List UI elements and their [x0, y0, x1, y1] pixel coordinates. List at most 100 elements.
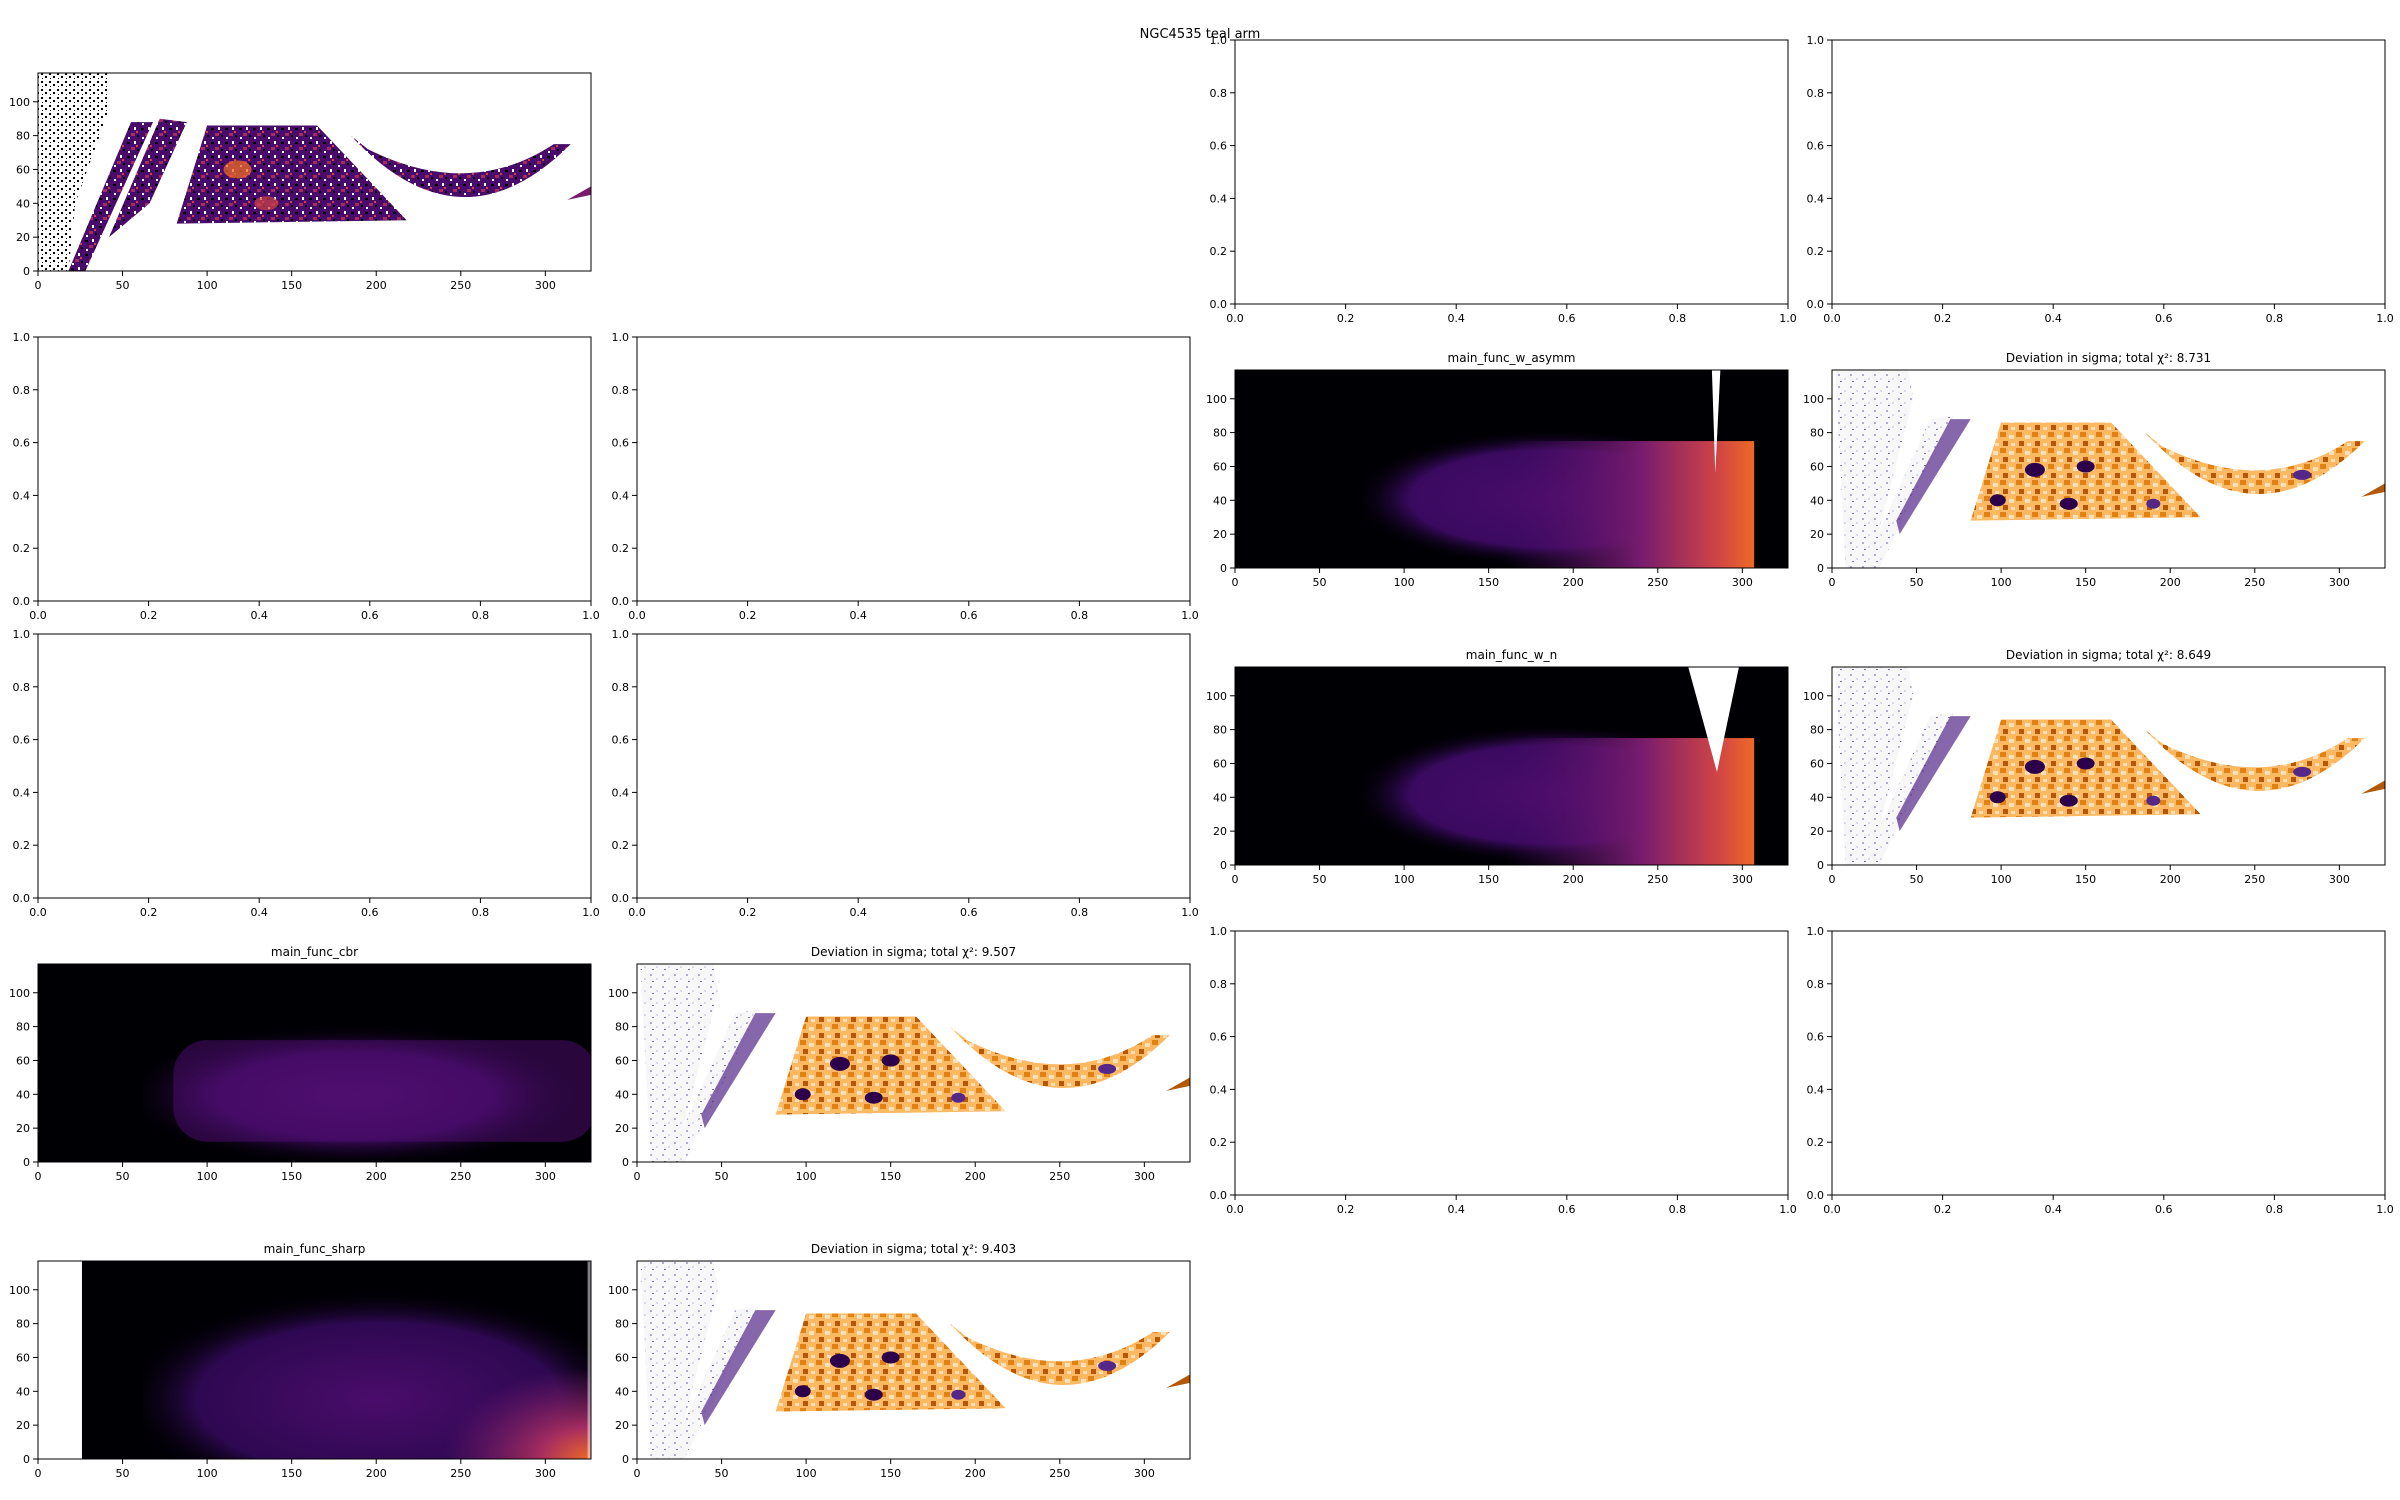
negative-blob — [829, 1056, 850, 1071]
y-tick-label: 60 — [16, 1054, 30, 1067]
x-tick-label: 50 — [1910, 576, 1924, 589]
panel-empty-d: 0.0 0.2 0.4 0.6 0.8 1.0 0.0 0.2 0.4 0.6 0.8 1.0 — [612, 331, 1199, 622]
y-tick-label: 60 — [16, 1351, 30, 1364]
arm-segment-3 — [176, 125, 407, 224]
y-tick-label: 1.0 — [1807, 34, 1825, 47]
axes-frame — [636, 1260, 1191, 1460]
x-tick-label: 0.6 — [1558, 1203, 1576, 1216]
sparse-noise-region — [38, 73, 110, 271]
y-tick-label: 0.2 — [1210, 245, 1228, 258]
panel-empty-a: 0.0 0.2 0.4 0.6 0.8 1.0 0.0 0.2 0.4 0.6 0.8 1.0 — [1210, 34, 1797, 325]
x-tick-label: 0.4 — [2044, 312, 2062, 325]
y-tick-label: 1.0 — [13, 628, 31, 641]
y-tick-label: 100 — [9, 1284, 30, 1297]
negative-blob — [864, 1388, 883, 1401]
x-tick-label: 0.4 — [1447, 1203, 1465, 1216]
panel-dev-cbr: 0 50 100 150 200 250 300 0 20 40 60 80 100 Deviation … — [608, 945, 1191, 1183]
x-tick-label: 150 — [880, 1467, 901, 1480]
x-tick-label: 150 — [2075, 873, 2096, 886]
x-tick-label: 0.4 — [1447, 312, 1465, 325]
negative-blob — [881, 1351, 900, 1364]
y-tick-label: 0 — [622, 1156, 629, 1169]
x-tick-label: 0.0 — [1226, 312, 1244, 325]
faint-region — [640, 964, 719, 1162]
x-tick-label: 0.2 — [140, 906, 158, 919]
y-tick-label: 20 — [16, 1122, 30, 1135]
axes-frame — [1831, 39, 2386, 305]
x-tick-label: 100 — [1394, 576, 1415, 589]
y-tick-label: 40 — [16, 1385, 30, 1398]
x-tick-label: 50 — [116, 279, 130, 292]
x-tick-label: 200 — [366, 1170, 387, 1183]
x-tick-label: 0.8 — [1071, 609, 1089, 622]
x-tick-label: 1.0 — [1181, 609, 1199, 622]
x-tick-label: 100 — [197, 1170, 218, 1183]
y-tick-label: 0.4 — [612, 786, 630, 799]
axes-frame — [1234, 666, 1789, 866]
panel-title: main_func_w_n — [1466, 648, 1557, 662]
x-tick-label: 150 — [2075, 576, 2096, 589]
x-tick-label: 200 — [2160, 873, 2181, 886]
x-tick-label: 0.2 — [1934, 1203, 1952, 1216]
y-tick-label: 0.2 — [13, 839, 31, 852]
y-tick-label: 100 — [1803, 690, 1824, 703]
y-tick-label: 1.0 — [612, 331, 630, 344]
x-tick-label: 0 — [35, 1170, 42, 1183]
y-tick-label: 0.0 — [13, 595, 31, 608]
axes-frame — [37, 1260, 592, 1460]
figure-suptitle: NGC4535 teal arm — [1140, 27, 1261, 42]
plot-area — [38, 1261, 591, 1459]
panel-title: Deviation in sigma; total χ²: 9.403 — [811, 1242, 1016, 1256]
x-tick-label: 250 — [450, 1467, 471, 1480]
panel-title: main_func_cbr — [271, 945, 358, 959]
x-tick-label: 0.2 — [140, 609, 158, 622]
x-tick-label: 150 — [281, 279, 302, 292]
x-tick-label: 250 — [450, 1170, 471, 1183]
x-tick-label: 1.0 — [1779, 1203, 1797, 1216]
bright-knot — [254, 196, 279, 211]
hot-corner — [426, 1357, 591, 1459]
negative-blob — [2076, 460, 2095, 473]
x-tick-label: 0.2 — [1337, 1203, 1355, 1216]
negative-streak — [701, 1013, 776, 1129]
y-tick-label: 0.2 — [612, 839, 630, 852]
arm-segment-2 — [109, 118, 187, 238]
y-tick-label: 0.0 — [1210, 298, 1228, 311]
x-tick-label: 150 — [1478, 873, 1499, 886]
negative-blob — [2293, 766, 2312, 777]
negative-blob — [794, 1088, 811, 1101]
y-tick-label: 0.2 — [1210, 1136, 1228, 1149]
plot-area — [1832, 370, 2385, 568]
negative-blob — [2146, 795, 2161, 806]
plot-area — [38, 964, 591, 1162]
faint-arm — [1862, 415, 1954, 568]
masked-notch — [1711, 370, 1721, 474]
y-tick-label: 60 — [615, 1351, 629, 1364]
x-tick-label: 50 — [1313, 873, 1327, 886]
y-tick-label: 80 — [1810, 724, 1824, 737]
plot-area — [637, 1261, 1190, 1459]
y-tick-label: 1.0 — [1210, 34, 1228, 47]
x-tick-label: 0 — [634, 1467, 641, 1480]
negative-blob — [2059, 497, 2078, 510]
x-tick-label: 250 — [1647, 873, 1668, 886]
y-tick-label: 20 — [615, 1419, 629, 1432]
axes-frame — [1234, 930, 1789, 1196]
negative-blob — [951, 1092, 966, 1103]
positive-arc — [949, 1323, 1170, 1386]
x-tick-label: 150 — [281, 1467, 302, 1480]
negative-blob — [2293, 469, 2312, 480]
axes-frame — [1831, 369, 2386, 569]
y-tick-label: 0.2 — [612, 542, 630, 555]
panel-empty-g: 0.0 0.2 0.4 0.6 0.8 1.0 0.0 0.2 0.4 0.6 0.8 1.0 — [1210, 925, 1797, 1216]
y-tick-label: 100 — [9, 96, 30, 109]
y-tick-label: 80 — [615, 1021, 629, 1034]
x-tick-label: 0.6 — [1558, 312, 1576, 325]
panel-dev-w-asymm: 0 50 100 150 200 250 300 0 20 40 60 80 100 Deviation … — [1803, 351, 2386, 589]
x-tick-label: 50 — [1313, 576, 1327, 589]
x-tick-label: 250 — [1049, 1467, 1070, 1480]
x-tick-label: 200 — [366, 279, 387, 292]
y-tick-label: 20 — [1810, 825, 1824, 838]
negative-streak — [1896, 419, 1971, 535]
axes-frame — [1234, 39, 1789, 305]
